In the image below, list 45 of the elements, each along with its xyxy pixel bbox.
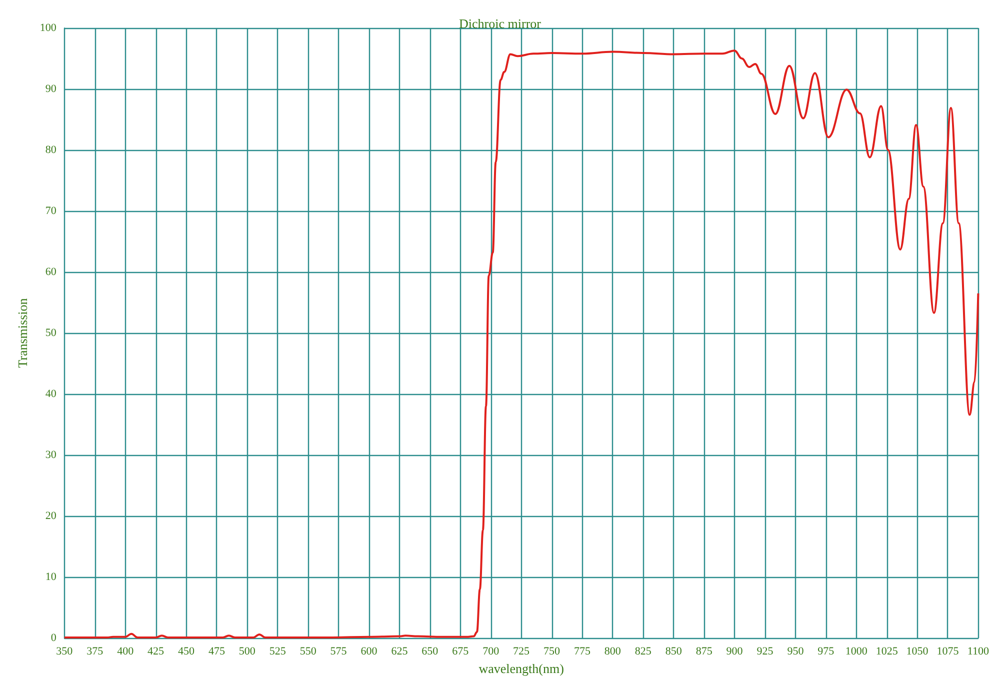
x-axis-title: wavelength(nm) bbox=[478, 661, 564, 676]
y-tick-label: 0 bbox=[50, 632, 57, 644]
x-tick-label: 500 bbox=[238, 646, 256, 658]
x-tick-label: 1075 bbox=[936, 646, 960, 658]
x-tick-label: 450 bbox=[178, 646, 195, 658]
x-tick-label: 575 bbox=[330, 646, 348, 658]
y-tick-label: 60 bbox=[45, 266, 57, 278]
y-tick-label: 30 bbox=[45, 449, 57, 462]
x-tick-label: 525 bbox=[269, 646, 286, 658]
y-tick-label: 70 bbox=[45, 205, 57, 218]
y-tick-label: 50 bbox=[45, 327, 57, 340]
x-tick-label: 1025 bbox=[876, 646, 898, 658]
x-tick-label: 1100 bbox=[967, 646, 990, 658]
y-axis-title: Transmission bbox=[15, 298, 30, 368]
y-tick-label: 80 bbox=[45, 144, 57, 156]
x-tick-label: 975 bbox=[818, 646, 835, 658]
x-tick-label: 475 bbox=[208, 646, 226, 658]
x-tick-label: 875 bbox=[696, 646, 713, 658]
y-tick-label: 100 bbox=[40, 22, 57, 34]
x-tick-label: 600 bbox=[360, 646, 378, 658]
x-tick-label: 425 bbox=[148, 646, 165, 658]
y-tick-label: 20 bbox=[45, 510, 57, 522]
x-tick-label: 750 bbox=[544, 646, 561, 658]
x-tick-label: 375 bbox=[86, 646, 104, 658]
x-tick-label: 700 bbox=[482, 646, 500, 658]
x-tick-label: 650 bbox=[422, 646, 439, 658]
x-tick-label: 925 bbox=[756, 646, 774, 658]
x-tick-label: 350 bbox=[56, 646, 74, 658]
x-tick-label: 550 bbox=[300, 646, 317, 658]
x-tick-label: 1050 bbox=[906, 646, 929, 658]
x-tick-label: 800 bbox=[604, 646, 622, 658]
x-tick-label: 625 bbox=[391, 646, 408, 658]
x-tick-label: 900 bbox=[726, 646, 744, 658]
x-tick-label: 400 bbox=[117, 646, 134, 658]
y-tick-label: 90 bbox=[45, 83, 57, 96]
y-tick-label: 10 bbox=[45, 571, 57, 584]
chart-title: Dichroic mirror bbox=[459, 16, 542, 31]
x-tick-label: 725 bbox=[513, 646, 530, 658]
x-tick-label: 950 bbox=[787, 646, 804, 658]
x-tick-label: 825 bbox=[634, 646, 652, 658]
x-tick-label: 675 bbox=[452, 646, 470, 658]
x-tick-label: 1000 bbox=[845, 646, 868, 658]
x-tick-label: 850 bbox=[665, 646, 682, 658]
y-tick-label: 40 bbox=[45, 388, 57, 400]
x-tick-label: 775 bbox=[574, 646, 591, 658]
